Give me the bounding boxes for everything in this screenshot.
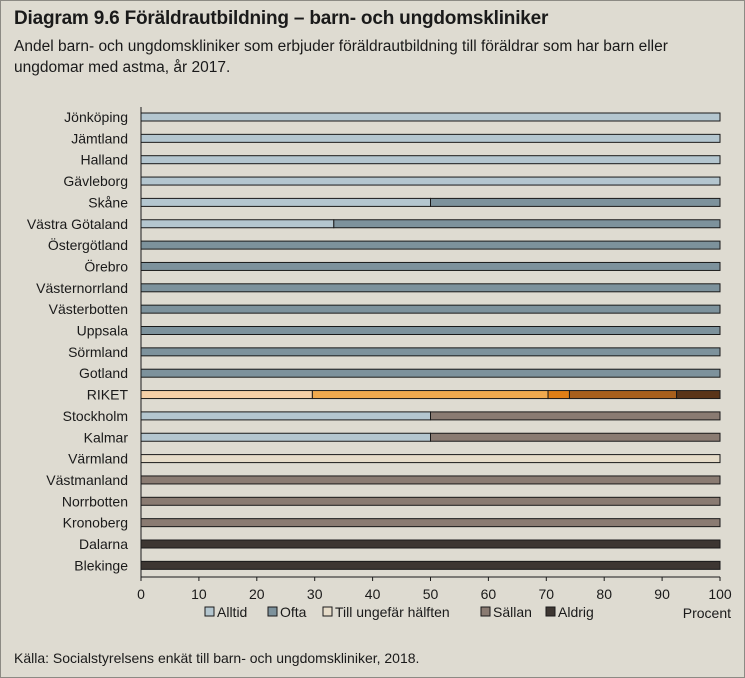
bar-segment — [140, 304, 721, 314]
bar-segment — [140, 454, 721, 464]
category-labels: Jönköping Jämtland Halland Gävleborg Skåne Vä… — [27, 109, 129, 573]
bar-segment — [430, 411, 721, 421]
category-label: Jämtland — [71, 130, 128, 146]
bar-segment — [140, 112, 721, 122]
category-label: Jönköping — [64, 109, 128, 125]
legend-swatch — [204, 606, 215, 617]
legend-swatch — [545, 606, 556, 617]
bar-segment — [140, 283, 721, 293]
category-label: Dalarna — [79, 536, 128, 552]
category-label: Norrbotten — [62, 493, 128, 509]
bar-segment — [140, 390, 313, 400]
x-tick-label: 90 — [654, 586, 670, 602]
stacked-bar-chart: Jönköping Jämtland Halland Gävleborg Skåne Vä… — [27, 107, 732, 621]
source-note: Källa: Socialstyrelsens enkät till barn-… — [14, 650, 420, 666]
bar-segment — [140, 155, 721, 165]
category-label: Gotland — [79, 365, 128, 381]
legend-swatch — [480, 606, 491, 617]
x-tick-label: 70 — [539, 586, 555, 602]
legend: Alltid Ofta Till ungefär hälften Sällan Aldr… — [204, 604, 594, 620]
x-tick-label: 80 — [596, 586, 612, 602]
category-label: Kronoberg — [63, 515, 128, 531]
x-tick-label: 100 — [708, 586, 732, 602]
legend-label: Aldrig — [558, 604, 594, 620]
bar-segment — [430, 197, 721, 207]
bar-segment — [140, 326, 721, 335]
x-tick-label: 10 — [191, 586, 207, 602]
category-label: Värmland — [68, 451, 128, 467]
x-tick-label: 60 — [481, 586, 497, 602]
bar-segment — [140, 347, 721, 357]
category-label: Gävleborg — [63, 173, 128, 189]
x-tick-label: 30 — [307, 586, 323, 602]
bar-segment — [140, 197, 431, 207]
category-label: Blekinge — [74, 557, 128, 573]
category-label: Örebro — [84, 257, 128, 274]
chart-title: Diagram 9.6 Föräldrautbildning – barn- o… — [14, 8, 549, 29]
bar-segment — [140, 518, 721, 528]
bar-segment — [430, 432, 721, 442]
bar-segment — [311, 390, 549, 400]
legend-label: Till ungefär hälften — [335, 604, 450, 620]
bar-segment — [140, 133, 721, 143]
bar-segment — [140, 176, 721, 186]
legend-swatch — [267, 606, 278, 617]
x-axis-label: Procent — [683, 605, 731, 621]
x-tick-label: 50 — [423, 586, 439, 602]
bar-segment — [333, 219, 721, 229]
bar-segment — [140, 496, 721, 506]
bar-segment — [140, 539, 721, 549]
bar-segment — [140, 368, 721, 378]
bar-segment — [568, 390, 678, 400]
category-label: Västernorrland — [36, 280, 128, 296]
legend-label: Ofta — [280, 604, 307, 620]
legend-label: Alltid — [217, 604, 247, 620]
chart-subtitle: Andel barn- och ungdomskliniker som erbj… — [14, 38, 668, 76]
category-label: Västerbotten — [49, 301, 128, 317]
bar-segment — [140, 240, 721, 250]
legend-label: Sällan — [493, 604, 532, 620]
x-tick-label: 0 — [137, 586, 145, 602]
x-tick-label: 20 — [249, 586, 265, 602]
category-label: Halland — [81, 152, 128, 168]
category-label: Östergötland — [48, 236, 128, 253]
bar-segment — [140, 560, 721, 570]
bars-group — [140, 112, 721, 570]
category-label: Skåne — [88, 194, 128, 210]
category-label: RIKET — [87, 387, 129, 403]
category-label: Kalmar — [84, 429, 129, 445]
bar-segment — [140, 475, 721, 485]
category-label: Uppsala — [77, 323, 129, 339]
category-label: Stockholm — [63, 408, 128, 424]
bar-segment — [547, 390, 570, 400]
bar-segment — [140, 432, 431, 442]
bar-segment — [140, 261, 721, 271]
bar-segment — [140, 411, 431, 421]
x-tick-label: 40 — [365, 586, 381, 602]
category-label: Västra Götaland — [27, 216, 128, 232]
category-label: Sörmland — [68, 344, 128, 360]
legend-swatch — [322, 606, 333, 617]
bar-segment — [140, 219, 335, 229]
x-axis: 0 10 20 30 40 50 60 70 80 90 100 Procent — [137, 107, 732, 621]
bar-segment — [676, 390, 721, 400]
category-label: Västmanland — [46, 472, 128, 488]
